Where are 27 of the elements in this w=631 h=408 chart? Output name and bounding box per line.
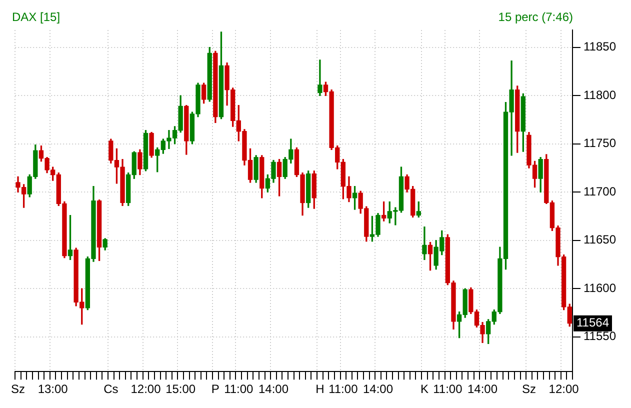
x-tick-label: 12:00: [130, 382, 162, 396]
x-tick-label: Sz: [522, 382, 536, 396]
text: 15 perc (7:46): [498, 10, 573, 24]
x-tick-label: Cs: [104, 382, 118, 396]
candlestick: [318, 60, 322, 96]
x-tick-label: 14:00: [258, 382, 289, 396]
y-tick-label: 11650: [584, 232, 616, 247]
y-tick-label: 11850: [584, 40, 616, 54]
annotation: 11564: [576, 316, 610, 330]
y-tick-label: 11550: [584, 329, 616, 344]
x-tick-label: 13:00: [38, 382, 68, 396]
chart-title: DAX [15]: [12, 10, 60, 24]
x-tick-label: 14:00: [362, 382, 394, 396]
x-tick-label: 14:00: [468, 382, 498, 396]
x-tick-label: K: [420, 382, 428, 396]
x-tick-label: H: [316, 382, 324, 396]
x-tick-label: 11:00: [224, 382, 254, 396]
x-tick-label: Sz: [10, 382, 26, 396]
y-tick-label: 11800: [584, 88, 616, 102]
y-tick-label: 11600: [584, 280, 616, 295]
x-tick-label: 12:00: [548, 382, 580, 396]
x-tick-label: 11:00: [328, 382, 358, 396]
x-tick-label: 11:00: [433, 382, 463, 396]
x-tick-label: 15:00: [166, 382, 196, 396]
y-tick-label: 11700: [584, 184, 616, 198]
x-tick-label: P: [211, 382, 220, 396]
y-tick-label: 11750: [584, 136, 616, 150]
